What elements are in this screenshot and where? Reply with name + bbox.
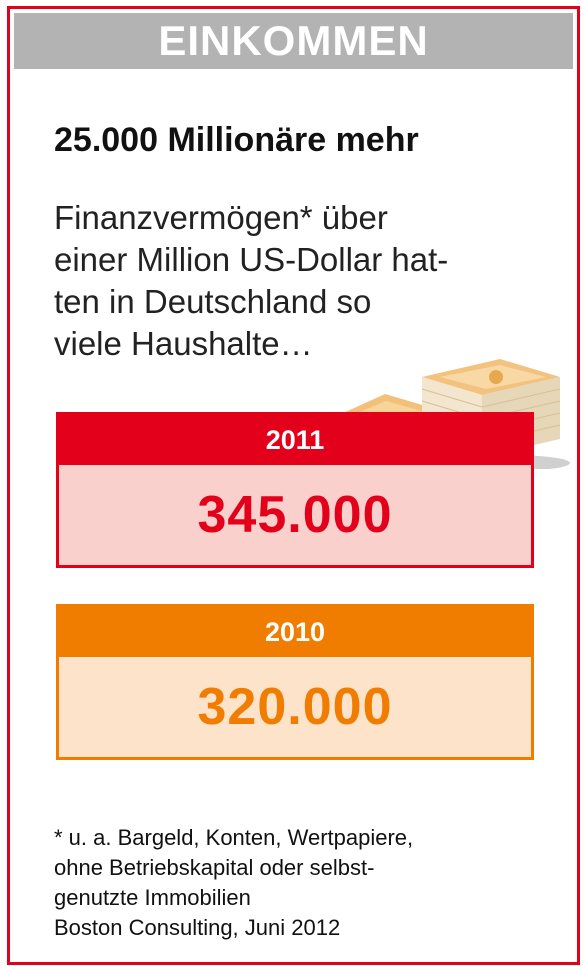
value-label: 345.000: [59, 465, 531, 565]
footnote-line: ohne Betriebskapital oder selbst-: [54, 855, 375, 880]
intro-line: Finanzvermögen* über: [54, 199, 388, 236]
intro-line: einer Million US-Dollar hat-: [54, 241, 449, 278]
year-label: 2010: [59, 607, 531, 657]
value-label: 320.000: [59, 657, 531, 757]
section-header: EINKOMMEN: [14, 13, 573, 69]
year-box-2011: 2011 345.000: [56, 412, 534, 568]
footnote-line: genutzte Immobilien: [54, 885, 251, 910]
source-line: Boston Consulting, Juni 2012: [54, 915, 341, 940]
footnote-line: * u. a. Bargeld, Konten, Wertpapiere,: [54, 825, 414, 850]
infographic-frame: EINKOMMEN 25.000 Millionäre mehr Finanzv…: [7, 6, 580, 965]
year-box-2010: 2010 320.000: [56, 604, 534, 760]
intro-line: viele Haushalte…: [54, 325, 313, 362]
footnote: * u. a. Bargeld, Konten, Wertpapiere, oh…: [54, 823, 554, 943]
headline: 25.000 Millionäre mehr: [54, 121, 419, 159]
year-label: 2011: [59, 415, 531, 465]
intro-text: Finanzvermögen* über einer Million US-Do…: [54, 197, 534, 365]
intro-line: ten in Deutschland so: [54, 283, 372, 320]
